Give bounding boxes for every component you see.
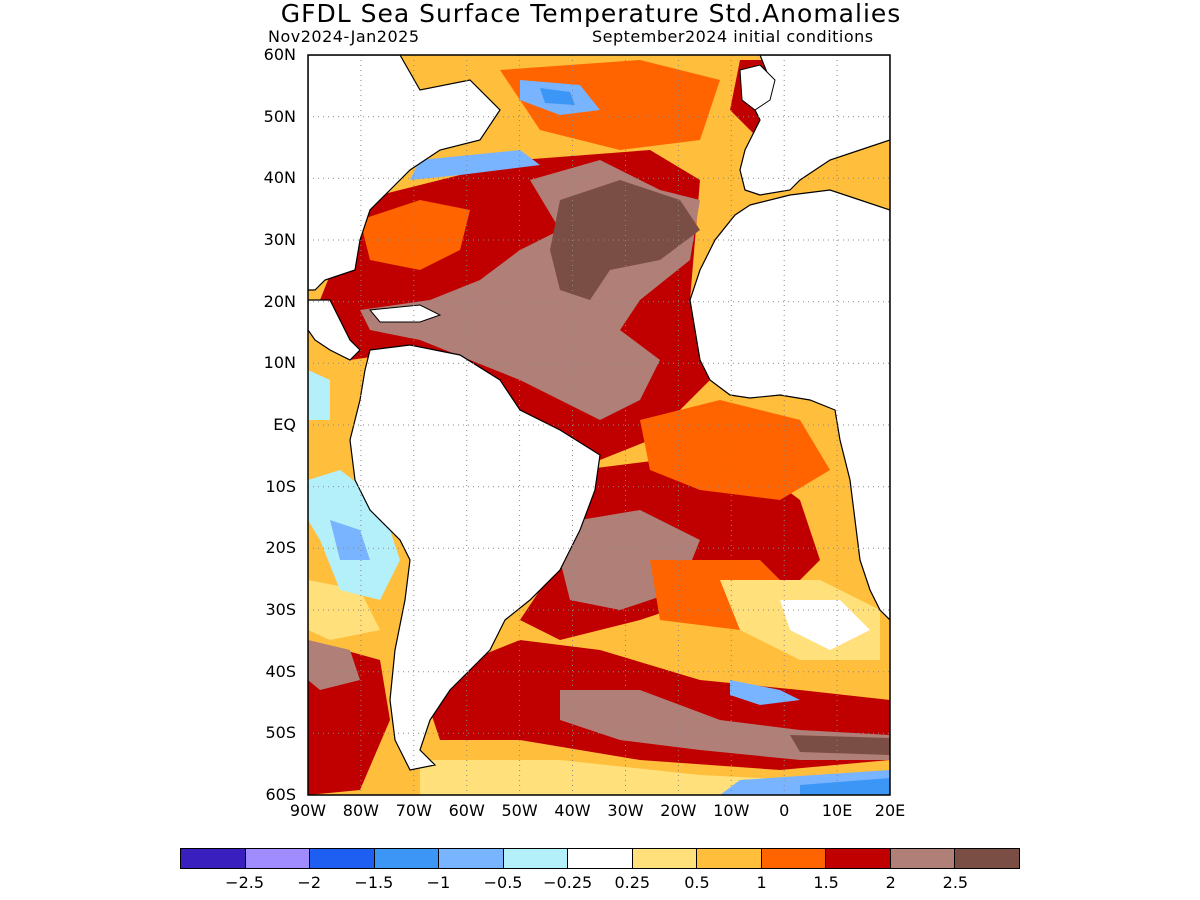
colorbar-label: 2 xyxy=(885,873,896,892)
map-subtitle-init: September2024 initial conditions xyxy=(592,27,874,46)
colorbar-label: −0.25 xyxy=(543,873,593,892)
lon-label: 70W xyxy=(395,801,432,820)
colorbar-label: 0.5 xyxy=(684,873,710,892)
central-america-land xyxy=(308,299,361,361)
lat-label: 20N xyxy=(263,292,296,311)
graticule xyxy=(308,55,890,795)
colorbar-swatch xyxy=(503,849,569,868)
uk-land xyxy=(739,64,776,111)
lon-label: 40W xyxy=(554,801,591,820)
lon-label: 30W xyxy=(607,801,644,820)
lat-label: 50N xyxy=(263,107,296,126)
colorbar-swatch xyxy=(374,849,440,868)
colorbar xyxy=(180,848,1020,869)
lon-label: 60W xyxy=(448,801,485,820)
lon-label: 20W xyxy=(660,801,697,820)
map-frame xyxy=(307,54,891,796)
map-subtitle-period: Nov2024-Jan2025 xyxy=(268,27,420,46)
lon-label: 10W xyxy=(713,801,750,820)
lat-label: 60N xyxy=(263,45,296,64)
colorbar-swatch xyxy=(955,849,1019,868)
lon-label: 90W xyxy=(289,801,327,820)
lat-label: EQ xyxy=(273,415,296,434)
lat-label: 50S xyxy=(265,723,296,742)
lon-label: 50W xyxy=(501,801,538,820)
colorbar-label: 1 xyxy=(756,873,767,892)
colorbar-swatch xyxy=(245,849,311,868)
lon-label: 0 xyxy=(779,801,790,820)
colorbar-swatch xyxy=(439,849,504,868)
colorbar-label: −1 xyxy=(426,873,451,892)
colorbar-label: −0.5 xyxy=(483,873,523,892)
lat-label: 10N xyxy=(263,353,296,372)
south-america-land xyxy=(349,344,601,771)
colorbar-swatch xyxy=(181,849,246,868)
lat-label: 40N xyxy=(263,168,296,187)
colorbar-swatch xyxy=(826,849,891,868)
colorbar-label: −1.5 xyxy=(354,873,394,892)
colorbar-label: 0.25 xyxy=(614,873,651,892)
lat-label: 40S xyxy=(265,662,296,681)
colorbar-swatch xyxy=(568,849,633,868)
colorbar-swatch xyxy=(632,849,698,868)
colorbar-label: 1.5 xyxy=(813,873,839,892)
colorbar-label: 2.5 xyxy=(942,873,969,892)
colorbar-swatch xyxy=(890,849,956,868)
colorbar-swatch xyxy=(310,849,375,868)
lat-label: 20S xyxy=(265,538,296,557)
lat-label: 10S xyxy=(265,477,296,496)
colorbar-label: −2 xyxy=(297,873,322,892)
north-america-land xyxy=(308,55,501,291)
colorbar-label: −2.5 xyxy=(225,873,265,892)
lat-label: 60S xyxy=(265,785,296,804)
colorbar-swatch xyxy=(697,849,762,868)
map-title: GFDL Sea Surface Temperature Std.Anomali… xyxy=(280,0,902,28)
colorbar-swatch xyxy=(761,849,827,868)
lat-label: 30S xyxy=(265,600,296,619)
caribbean-islands xyxy=(369,304,442,323)
lon-label: 10E xyxy=(821,801,853,820)
lat-label: 30N xyxy=(263,230,296,249)
lon-label: 80W xyxy=(342,801,379,820)
africa-land xyxy=(689,189,890,621)
lon-label: 20E xyxy=(874,801,906,820)
